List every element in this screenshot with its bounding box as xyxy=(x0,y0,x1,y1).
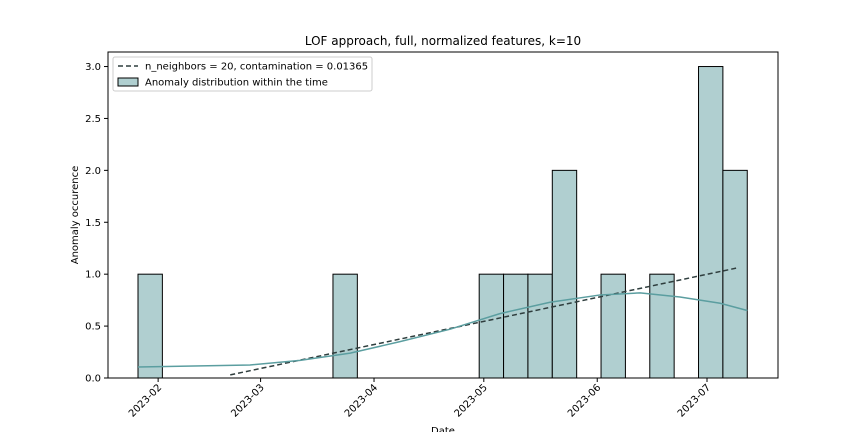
y-tick-label: 1.5 xyxy=(85,218,101,229)
bar xyxy=(698,66,724,379)
bar xyxy=(722,169,748,379)
line xyxy=(137,292,748,368)
y-tick-label: 2.0 xyxy=(85,166,101,177)
line xyxy=(230,267,738,376)
chart-title: LOF approach, full, normalized features,… xyxy=(305,34,581,48)
bar xyxy=(478,273,505,379)
bar xyxy=(600,273,626,379)
legend-patch xyxy=(117,77,139,87)
bar xyxy=(551,169,578,379)
bar xyxy=(503,273,529,379)
y-tick-label: 2.5 xyxy=(85,114,101,125)
y-tick-label: 0.5 xyxy=(85,322,101,333)
legend-label: Anomaly distribution within the time xyxy=(145,78,328,89)
legend-box xyxy=(112,56,373,92)
x-axis-label: Date xyxy=(431,426,455,432)
y-axis-label: Anomaly occurence xyxy=(70,166,81,265)
y-tick-label: 3.0 xyxy=(85,62,101,73)
y-tick-label: 1.0 xyxy=(85,270,101,281)
bar xyxy=(527,273,553,379)
legend-label: n_neighbors = 20, contamination = 0.0136… xyxy=(145,62,368,73)
bar xyxy=(649,273,675,379)
plot-frame xyxy=(107,51,779,379)
bar xyxy=(137,273,163,379)
y-tick-label: 0.0 xyxy=(85,374,101,385)
bar xyxy=(332,273,358,379)
